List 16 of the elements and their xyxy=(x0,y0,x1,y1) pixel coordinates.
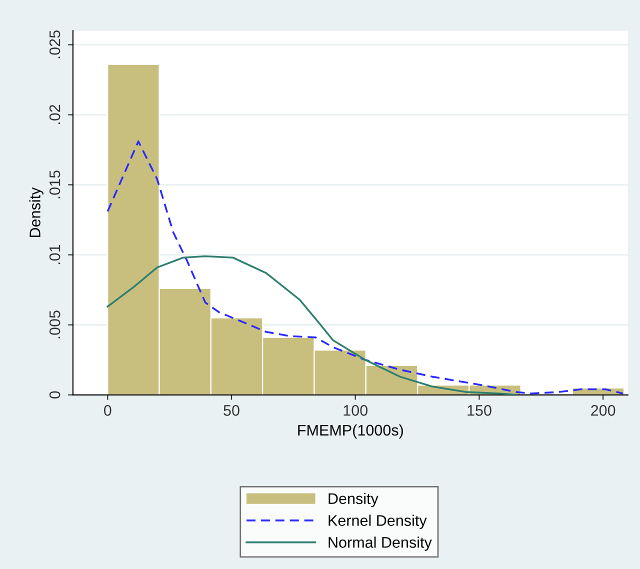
y-tick-label: .02 xyxy=(49,104,60,124)
y-axis-title: Density xyxy=(29,187,44,238)
x-tick-label: 100 xyxy=(344,405,368,416)
x-tick-label: 0 xyxy=(104,405,112,416)
y-tick-label: 0 xyxy=(49,391,60,399)
y-tick-label: .01 xyxy=(49,244,60,264)
legend-label: Density xyxy=(328,492,378,508)
x-axis-title: FMEMP(1000s) xyxy=(298,424,403,439)
x-tick-label: 200 xyxy=(591,405,616,416)
y-tick-label: .025 xyxy=(49,30,60,58)
legend-label: Normal Density xyxy=(328,536,432,551)
x-tick-label: 50 xyxy=(224,405,240,416)
y-tick-label: .005 xyxy=(49,310,60,338)
x-tick-label: 150 xyxy=(468,405,492,416)
y-tick-label: .015 xyxy=(49,170,60,198)
legend-label: Kernel Density xyxy=(328,514,427,529)
